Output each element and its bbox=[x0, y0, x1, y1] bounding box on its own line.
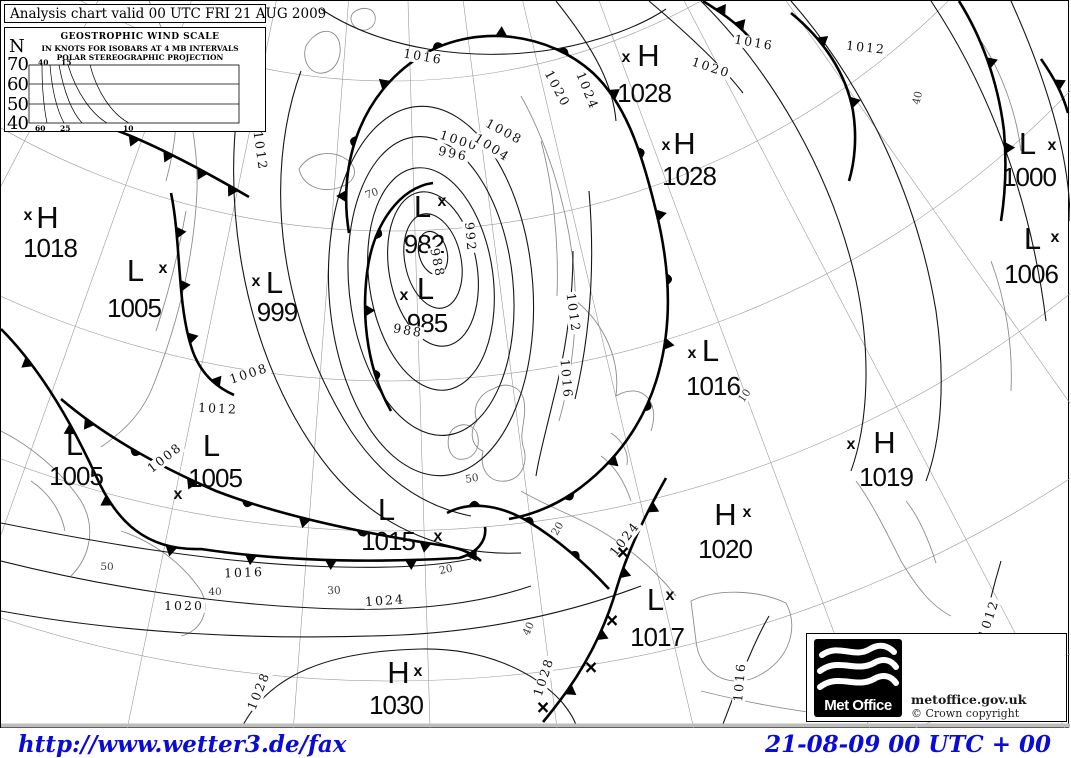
cold-front-triangle-icon bbox=[564, 684, 577, 696]
cold-front-triangle-icon bbox=[405, 559, 418, 571]
wind-scale-tick-top-40: 40 bbox=[38, 58, 49, 67]
cold-front-triangle-icon bbox=[21, 356, 33, 368]
branding-box: Met Office metoffice.gov.uk © Crown copy… bbox=[806, 633, 1067, 722]
crown-copyright-text: © Crown copyright bbox=[911, 707, 1020, 720]
cold-front-triangle-icon bbox=[210, 375, 222, 388]
met-office-logo-text: Met Office bbox=[824, 697, 892, 714]
map-graphics bbox=[1, 1, 1070, 729]
lat-label-50: 50 bbox=[7, 94, 29, 115]
cold-front-triangle-icon bbox=[734, 19, 746, 31]
met-office-url: metoffice.gov.uk bbox=[911, 692, 1027, 707]
cold-front-triangle-icon bbox=[245, 554, 257, 566]
cold-front-triangle-icon bbox=[663, 337, 675, 350]
occluded-front-southwest-upper bbox=[60, 398, 482, 562]
wind-scale-box: GEOSTROPHIC WIND SCALE IN KNOTS FOR ISOB… bbox=[4, 27, 266, 134]
warm-front-semicircle-icon bbox=[644, 400, 652, 412]
cold-front-triangle-icon bbox=[324, 559, 337, 570]
cold-front-triangle-icon bbox=[165, 545, 178, 557]
warm-front-semicircle-icon bbox=[468, 500, 481, 507]
wind-scale-subtitle1: IN KNOTS FOR ISOBARS AT 4 MB INTERVALS bbox=[41, 44, 239, 53]
cold-front-triangle-icon bbox=[227, 184, 239, 197]
cold-front-greenland-east bbox=[169, 192, 235, 397]
cold-front-triangle-icon bbox=[298, 517, 311, 529]
cold-front-triangle-icon bbox=[336, 190, 347, 203]
cold-front-triangle-icon bbox=[378, 78, 391, 90]
cold-front-dissipating bbox=[542, 477, 668, 723]
cold-front-triangle-icon bbox=[647, 501, 660, 513]
cold-front-triangle-icon bbox=[83, 417, 95, 430]
cold-front-triangle-icon bbox=[986, 57, 998, 69]
cold-front-triangle-icon bbox=[655, 209, 667, 222]
cold-front-top-right-a bbox=[702, 1, 750, 38]
cold-front-triangle-icon bbox=[187, 332, 199, 345]
cold-front-triangle-icon bbox=[365, 304, 376, 317]
cold-front-triangle-icon bbox=[419, 541, 432, 553]
wind-scale-tick-bottom-60: 60 bbox=[35, 124, 46, 133]
front-markers bbox=[21, 4, 1066, 696]
chart-title: Analysis chart valid 00 UTC FRI 21 AUG 2… bbox=[10, 6, 327, 22]
lat-label-40: 40 bbox=[7, 113, 29, 134]
warm-front-semicircle-icon bbox=[563, 492, 575, 501]
cold-front-top-right-b bbox=[790, 11, 857, 182]
met-office-logo-icon: Met Office bbox=[814, 639, 902, 717]
cold-front-triangle-icon bbox=[849, 96, 861, 109]
cold-front-southwest-lower bbox=[1, 328, 487, 562]
cold-front-triangle-icon bbox=[187, 477, 198, 490]
warm-front-semicircle-icon bbox=[356, 530, 369, 537]
cold-front-triangle-icon bbox=[607, 455, 619, 467]
chart-datetime: 21-08-09 00 UTC + 00 bbox=[765, 731, 1051, 758]
north-label: N bbox=[9, 36, 25, 57]
cold-front-right-edge-b bbox=[1039, 58, 1070, 114]
wind-scale-subtitle2: POLAR STEREOGRAPHIC PROJECTION bbox=[56, 53, 224, 62]
wind-scale-tick-top-15: 15 bbox=[61, 58, 72, 67]
warm-front-semicircle-icon bbox=[558, 47, 569, 56]
cold-front-triangle-icon bbox=[596, 629, 609, 640]
cold-front-triangle-icon bbox=[63, 423, 76, 435]
warm-front-semicircle-icon bbox=[130, 448, 141, 456]
warm-front-semicircle-icon bbox=[637, 147, 645, 159]
cold-front-triangle-icon bbox=[619, 566, 632, 579]
cold-front-triangle-icon bbox=[466, 549, 477, 562]
occluded-front-inner bbox=[363, 181, 434, 412]
warm-front-semicircle-icon bbox=[523, 516, 534, 525]
wind-scale-title: GEOSTROPHIC WIND SCALE bbox=[60, 32, 220, 42]
cold-front-triangle-icon bbox=[1054, 79, 1066, 91]
cold-front-triangle-icon bbox=[715, 4, 726, 16]
lat-label-70: 70 bbox=[7, 54, 29, 75]
cold-front-triangle-icon bbox=[163, 150, 175, 163]
source-url-link[interactable]: http://www.wetter3.de/fax bbox=[18, 731, 347, 758]
warm-front-semicircle-icon bbox=[374, 227, 383, 240]
chart-title-box: Analysis chart valid 00 UTC FRI 21 AUG 2… bbox=[4, 4, 326, 23]
warm-front-semicircle-icon bbox=[241, 500, 254, 508]
warm-front-semicircle-icon bbox=[373, 369, 381, 381]
cold-front-triangle-icon bbox=[816, 36, 829, 47]
warm-front-semicircle-icon bbox=[666, 273, 673, 286]
cold-front-triangle-icon bbox=[175, 226, 187, 239]
warm-front-semicircle-icon bbox=[350, 135, 357, 148]
cold-front-triangle-icon bbox=[1004, 141, 1016, 154]
cold-front-triangle-icon bbox=[197, 168, 208, 180]
cold-front-triangle-icon bbox=[128, 135, 140, 147]
isobars bbox=[1, 1, 1070, 729]
cold-front-triangle-icon bbox=[608, 89, 620, 100]
occluded-front-main-loop bbox=[344, 34, 670, 521]
cold-front-triangle-icon bbox=[180, 279, 191, 292]
wind-scale-tick-bottom-10: 10 bbox=[123, 124, 134, 133]
logo-waves-icon bbox=[817, 642, 899, 690]
lat-label-60: 60 bbox=[7, 74, 29, 95]
cold-front-triangle-icon bbox=[100, 495, 113, 506]
wind-scale-graph bbox=[28, 64, 240, 124]
cold-front-right-edge-a bbox=[957, 1, 1007, 222]
cold-front-triangle-icon bbox=[495, 26, 508, 37]
wind-scale-tick-bottom-25: 25 bbox=[60, 124, 71, 133]
map-bottom-edge bbox=[1, 723, 1070, 728]
footer-bar: http://www.wetter3.de/fax 21-08-09 00 UT… bbox=[0, 728, 1071, 758]
warm-front-semicircle-icon bbox=[570, 550, 580, 560]
